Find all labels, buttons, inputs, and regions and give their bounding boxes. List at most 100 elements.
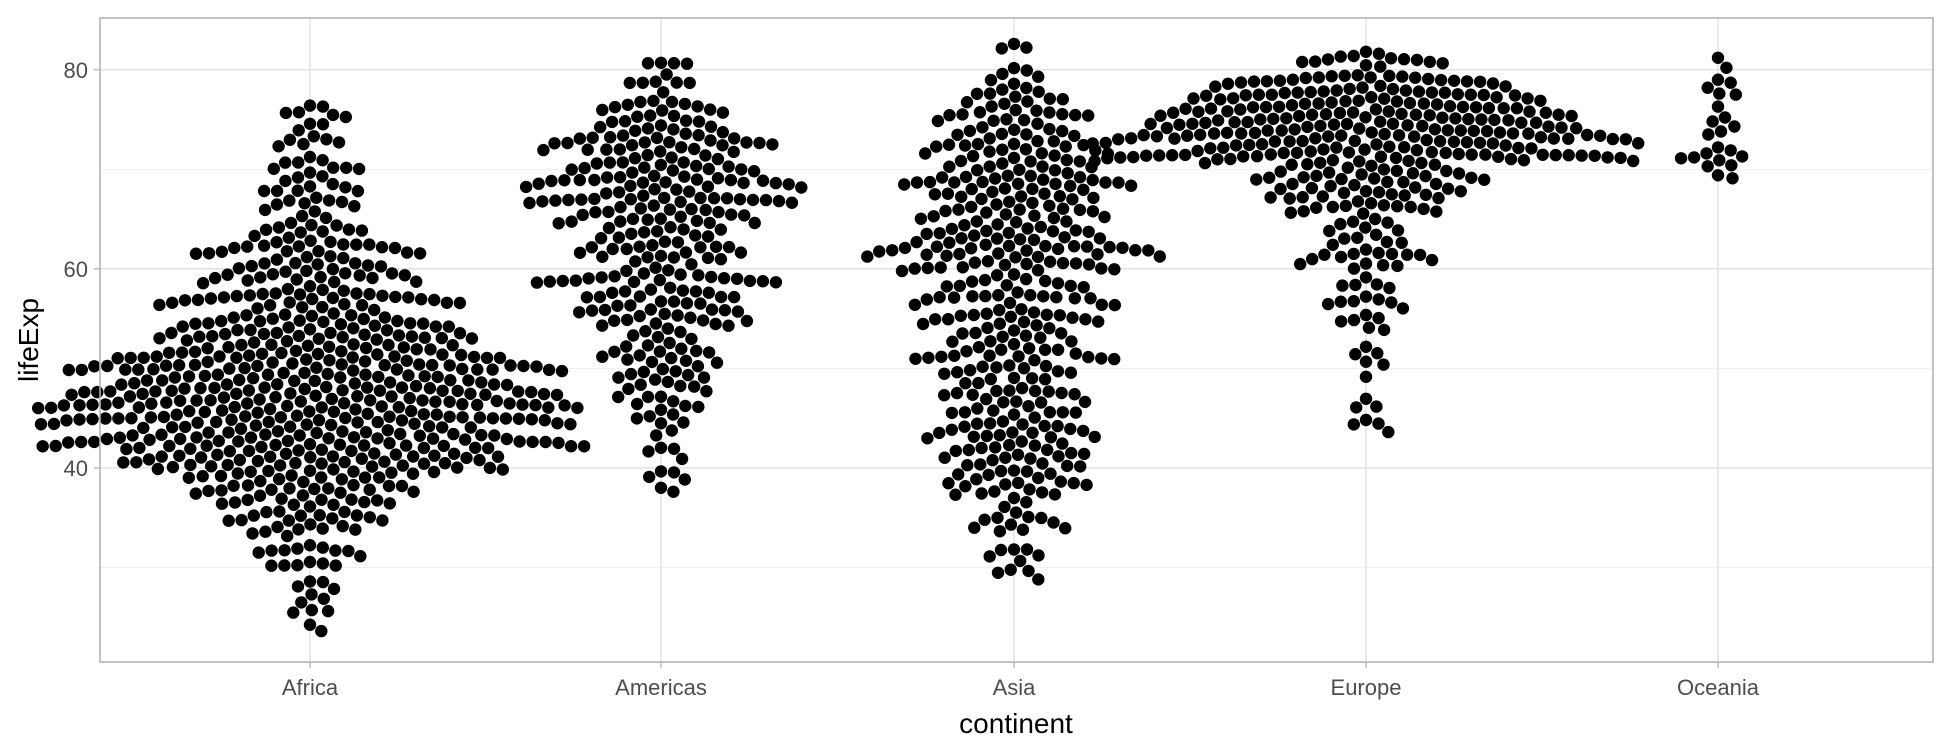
data-point: [350, 287, 363, 300]
data-point: [1469, 101, 1483, 114]
data-point: [996, 415, 1010, 428]
data-point: [383, 497, 396, 510]
data-point: [1594, 129, 1607, 142]
data-point: [991, 511, 1004, 524]
data-point: [1340, 117, 1354, 131]
data-point: [1318, 248, 1331, 261]
data-point: [550, 388, 564, 402]
data-point: [967, 308, 980, 322]
data-point: [1385, 188, 1399, 201]
data-point: [930, 140, 943, 153]
data-point: [327, 498, 340, 511]
data-point: [357, 439, 371, 452]
data-point: [1017, 113, 1031, 127]
data-point: [629, 124, 642, 137]
data-point: [316, 557, 330, 570]
data-point: [294, 226, 307, 239]
data-point: [634, 378, 647, 391]
data-point: [350, 238, 363, 251]
data-point: [337, 284, 350, 297]
data-point: [147, 363, 160, 376]
data-point: [163, 439, 176, 453]
data-point: [648, 183, 661, 196]
data-point: [1239, 89, 1253, 102]
data-point: [254, 474, 267, 488]
data-point: [395, 414, 409, 427]
data-point: [1073, 203, 1087, 217]
data-point: [1374, 79, 1387, 93]
data-point: [437, 439, 450, 453]
data-point: [188, 358, 202, 372]
data-point: [157, 410, 171, 424]
data-point: [1383, 281, 1396, 295]
data-point: [577, 440, 591, 453]
data-point: [1490, 91, 1503, 104]
data-point: [1473, 75, 1487, 89]
data-point: [303, 99, 317, 112]
data-point: [1417, 202, 1430, 216]
data-point: [1066, 311, 1079, 324]
data-point: [1013, 233, 1027, 246]
data-point: [124, 351, 137, 365]
data-point: [336, 384, 349, 397]
data-point: [293, 314, 306, 327]
data-point: [1632, 137, 1645, 150]
data-point: [430, 408, 443, 421]
data-point: [1412, 85, 1426, 98]
data-point: [1521, 92, 1534, 105]
data-point: [86, 412, 99, 426]
data-point: [493, 351, 507, 365]
data-point: [1020, 496, 1033, 509]
data-point: [661, 322, 675, 335]
data-point: [1714, 125, 1728, 138]
data-point: [1181, 129, 1194, 142]
data-point: [1479, 148, 1492, 161]
data-point: [1012, 476, 1025, 490]
data-point: [241, 479, 255, 492]
data-point: [598, 303, 612, 317]
data-point: [390, 363, 404, 376]
data-point: [1250, 173, 1263, 186]
data-point: [1346, 106, 1360, 119]
data-point: [919, 147, 932, 160]
data-point: [1493, 126, 1507, 139]
data-point: [1048, 164, 1062, 177]
data-point: [1377, 163, 1391, 176]
data-point: [1341, 161, 1355, 174]
data-point: [928, 188, 942, 201]
data-point: [303, 166, 317, 179]
data-point: [326, 450, 340, 463]
data-point: [983, 349, 996, 362]
data-point: [1413, 248, 1427, 262]
data-point: [275, 346, 288, 360]
data-point: [1429, 177, 1443, 191]
data-point: [371, 348, 384, 361]
data-point: [679, 246, 693, 259]
data-point: [1069, 347, 1083, 360]
data-point: [1391, 259, 1404, 273]
data-point: [649, 261, 662, 274]
data-point: [458, 433, 472, 446]
data-point: [462, 374, 475, 387]
data-point: [389, 290, 402, 304]
data-point: [407, 450, 420, 463]
x-tick-label: Asia: [993, 675, 1037, 700]
data-point: [795, 181, 808, 194]
data-point: [1056, 256, 1070, 270]
data-point: [1385, 296, 1398, 309]
data-point: [1023, 483, 1036, 496]
data-point: [241, 397, 254, 410]
data-point: [191, 416, 204, 429]
data-point: [230, 351, 243, 364]
data-point: [1359, 45, 1373, 58]
data-point: [1040, 308, 1054, 321]
data-point: [290, 409, 304, 422]
data-point: [677, 156, 690, 169]
data-point: [1014, 554, 1027, 568]
data-point: [670, 76, 683, 89]
data-point: [337, 238, 350, 251]
data-point: [690, 159, 703, 173]
data-point: [1041, 443, 1054, 457]
data-point: [1460, 136, 1474, 149]
x-axis-title: continent: [959, 708, 1073, 739]
